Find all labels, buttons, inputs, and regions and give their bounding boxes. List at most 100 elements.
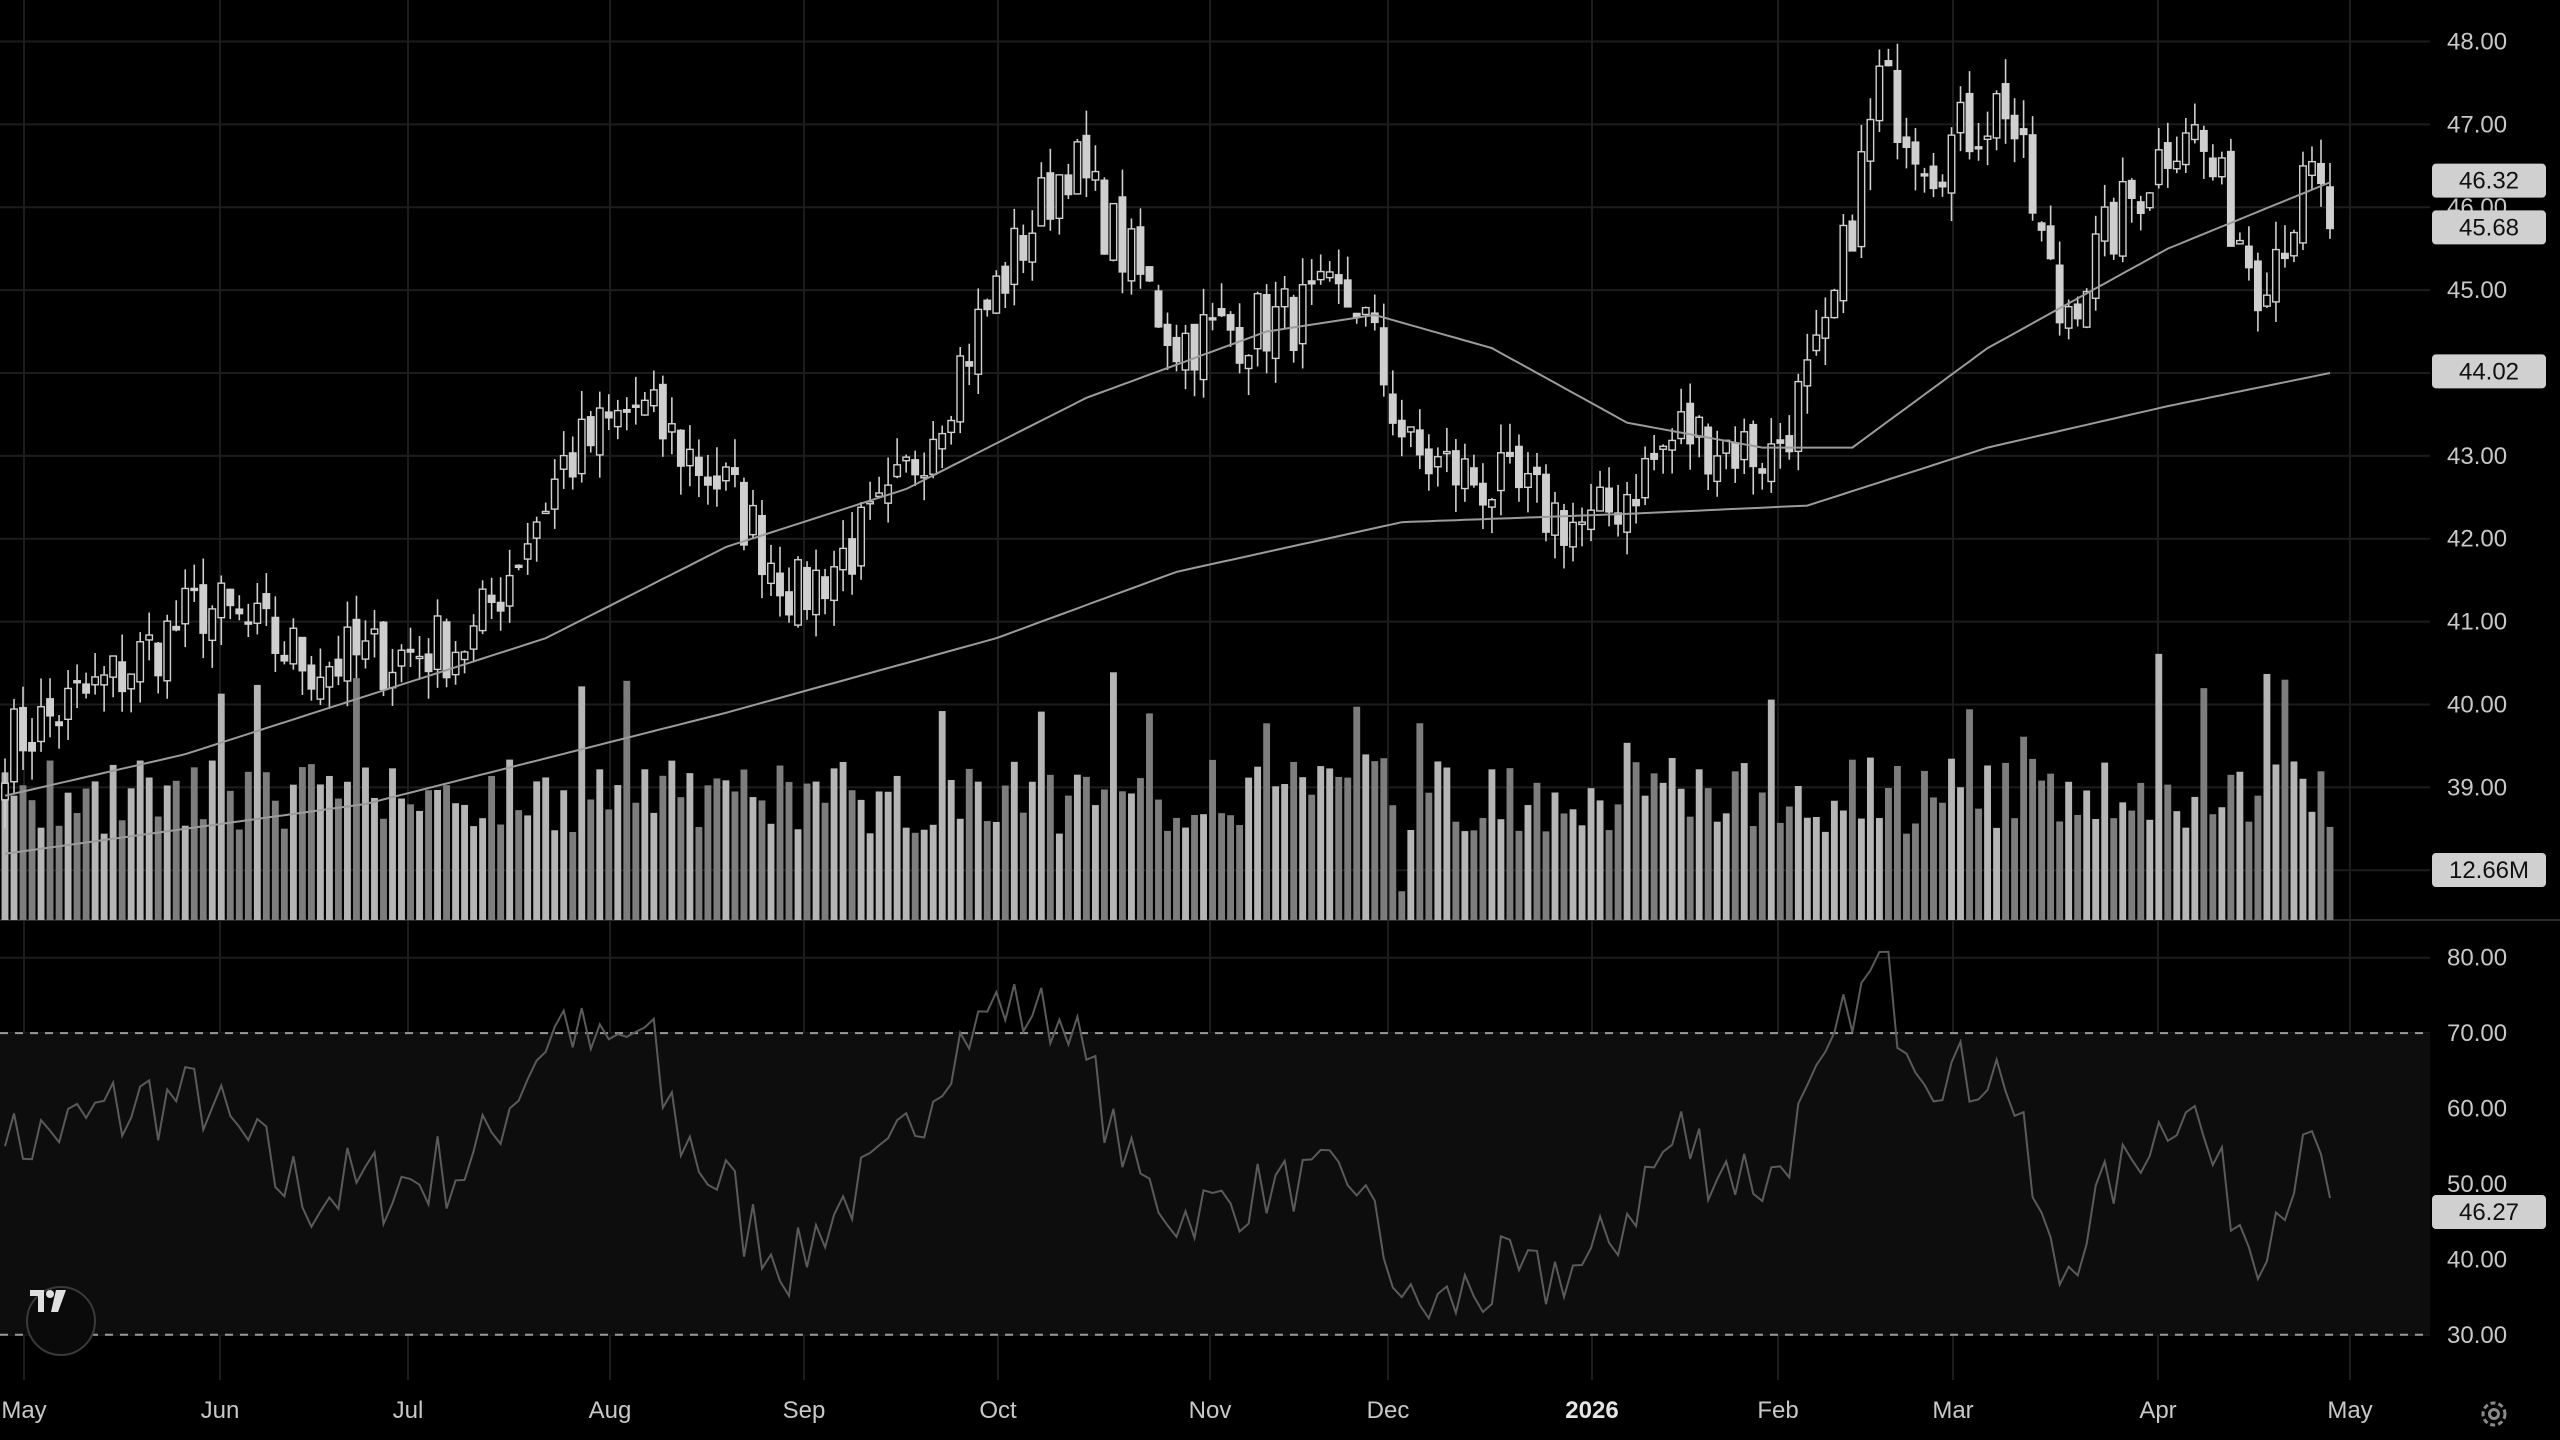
volume-bar xyxy=(1713,821,1721,920)
volume-bar xyxy=(2308,811,2316,920)
candle-body xyxy=(1253,292,1262,350)
candle-body xyxy=(2217,157,2226,178)
volume-bar xyxy=(1182,827,1189,920)
volume-bar xyxy=(1921,770,1928,920)
volume-bar xyxy=(1308,794,1316,920)
volume-bar xyxy=(109,764,117,920)
volume-bar xyxy=(1569,809,1577,920)
candle-body xyxy=(1812,334,1821,352)
price-axis[interactable]: 48.0047.0046.0045.0044.0043.0042.0041.00… xyxy=(2447,28,2507,884)
candle-body xyxy=(1839,224,1848,302)
volume-bar xyxy=(136,760,144,920)
rsi-tick-label: 40.00 xyxy=(2447,1246,2507,1273)
sma-50-badge: 45.68 xyxy=(2432,210,2546,245)
volume-bar xyxy=(1749,826,1757,920)
candle-body xyxy=(2046,225,2055,260)
volume-bar xyxy=(1407,829,1415,920)
candle-body xyxy=(830,566,839,602)
volume-badge: 12.66M xyxy=(2432,853,2546,887)
candle-body xyxy=(559,454,568,470)
volume-bar xyxy=(1957,787,1964,920)
candle-body xyxy=(983,299,992,311)
time-axis[interactable]: May Jun Jul Aug Sep Oct Nov Dec 2026 Feb Mar Apr May xyxy=(1,1397,2372,1424)
volume-bar xyxy=(1894,766,1901,920)
candle-body xyxy=(1100,179,1109,255)
candle-body xyxy=(1884,60,1893,67)
candle-body xyxy=(1379,327,1388,386)
candle-body xyxy=(1415,429,1424,456)
candle-body xyxy=(658,383,667,440)
volume-bar xyxy=(884,791,892,920)
candle-body xyxy=(2055,264,2064,324)
volume-bar xyxy=(1173,817,1180,920)
volume-bar xyxy=(1335,776,1343,920)
volume-bar xyxy=(2263,673,2271,920)
candle-body xyxy=(1704,426,1713,475)
candle-body xyxy=(2244,245,2253,269)
volume-bar xyxy=(1966,709,1973,920)
volume-bar xyxy=(2164,784,2172,920)
volume-bar xyxy=(578,686,586,920)
candle-body xyxy=(794,559,802,626)
candle-body xyxy=(920,475,929,479)
volume-bar xyxy=(1010,761,1018,920)
candle-body xyxy=(929,438,938,476)
sma-50-badge-text: 45.68 xyxy=(2459,214,2519,241)
candle-body xyxy=(352,618,361,656)
settings-gear-icon[interactable] xyxy=(2476,1396,2512,1432)
candle-body xyxy=(550,478,559,510)
candle-body xyxy=(1794,380,1803,453)
candle-body xyxy=(1019,235,1028,261)
candle-body xyxy=(604,411,613,419)
volume-bar xyxy=(208,760,216,920)
candle-body xyxy=(82,683,91,694)
candle-body xyxy=(812,569,820,616)
candle-body xyxy=(1677,411,1686,440)
candle-body xyxy=(1505,451,1514,457)
rsi-band xyxy=(0,1033,2430,1335)
candle-body xyxy=(325,666,334,688)
volume-bar xyxy=(380,818,387,920)
volume-bar xyxy=(1019,812,1027,920)
volume-bar xyxy=(19,785,27,920)
volume-bar xyxy=(902,827,910,920)
volume-bar xyxy=(190,767,198,920)
volume-bar xyxy=(857,799,865,920)
candle-body xyxy=(1992,92,2001,139)
volume-bar xyxy=(434,789,441,920)
rsi-axis[interactable]: 80.00 70.00 60.00 50.00 40.00 30.00 xyxy=(2447,945,2507,1349)
volume-bar xyxy=(2038,780,2046,920)
volume-bar xyxy=(1371,761,1379,920)
candle-body xyxy=(10,708,18,783)
volume-bar xyxy=(1560,813,1568,920)
volume-bar xyxy=(470,826,478,920)
candle-body xyxy=(956,355,965,423)
volume-bar xyxy=(560,790,568,920)
candle-body xyxy=(181,587,190,625)
candle-body xyxy=(388,671,397,689)
rsi-badge-bg xyxy=(2432,1195,2546,1230)
volume-bar xyxy=(2128,810,2136,920)
volume-bar xyxy=(1650,773,1658,920)
volume-bar xyxy=(1001,785,1009,920)
volume-bar xyxy=(298,767,306,920)
candle-body xyxy=(433,615,442,671)
volume-bar xyxy=(398,798,405,920)
volume-bar xyxy=(1614,804,1622,920)
volume-bar xyxy=(1677,788,1685,920)
volume-badge-text: 12.66M xyxy=(2449,857,2529,884)
candle-body xyxy=(875,492,884,498)
volume-bar xyxy=(668,760,676,920)
volume-bar xyxy=(1731,771,1739,920)
candle-body xyxy=(1154,290,1163,328)
candle-body xyxy=(1235,327,1244,364)
candle-body xyxy=(1199,314,1208,381)
volume-bar xyxy=(2020,736,2028,920)
candle-body xyxy=(298,636,307,672)
month-label: May xyxy=(1,1397,46,1424)
rsi-tick-label: 50.00 xyxy=(2447,1171,2507,1198)
volume-bar xyxy=(1542,831,1550,920)
volume-bar xyxy=(1524,805,1532,920)
tradingview-logo[interactable] xyxy=(26,1286,96,1356)
